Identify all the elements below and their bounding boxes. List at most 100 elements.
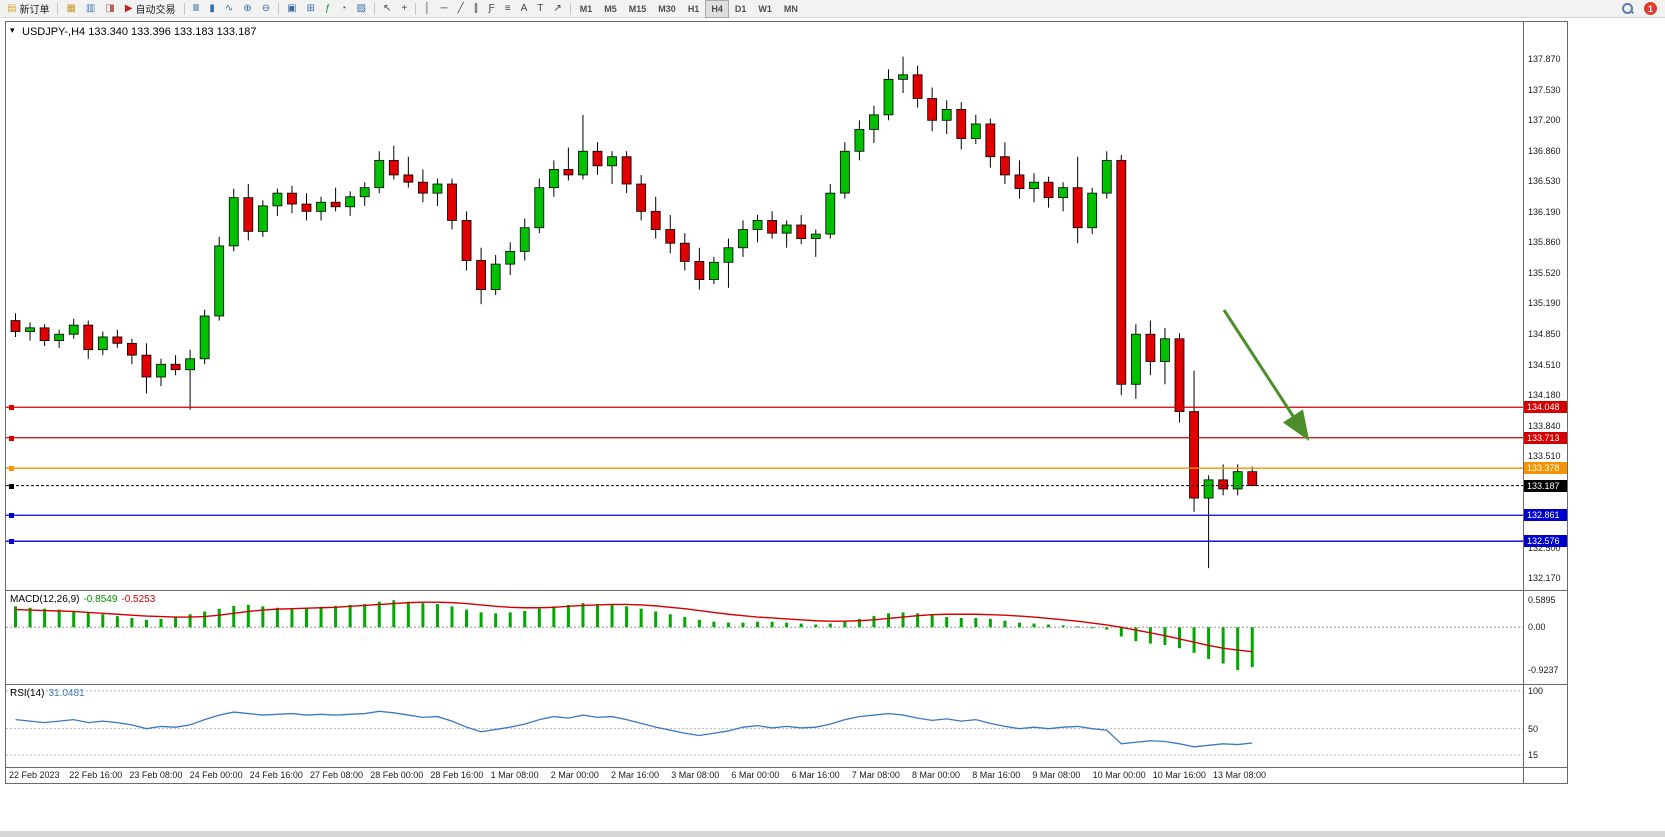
crosshair-button[interactable]: + <box>396 0 412 18</box>
toolbar-separator <box>57 2 59 15</box>
time-axis-label: 22 Feb 2023 <box>9 770 60 780</box>
line-chart-button[interactable]: ∿ <box>220 0 238 18</box>
levels-icon: ≡ <box>504 2 511 14</box>
timeframe-h4-button[interactable]: H4 <box>705 0 729 18</box>
search-icon[interactable] <box>1622 2 1634 15</box>
level-line-handle[interactable] <box>9 539 14 545</box>
price-level-badge: 133.713 <box>1524 431 1567 444</box>
price-level-badge: 132.861 <box>1524 509 1567 522</box>
toolbar-separator <box>569 2 571 15</box>
price-chart[interactable] <box>6 22 1523 590</box>
line-chart-icon: ∿ <box>224 2 234 14</box>
navigator-button[interactable]: ◨ <box>100 0 119 18</box>
level-line-handle[interactable] <box>9 513 14 519</box>
arrows-icon: ↗ <box>553 2 562 14</box>
crosshair-icon: + <box>401 2 408 14</box>
indicators-button[interactable]: ƒ <box>320 0 336 18</box>
rsi-chart[interactable] <box>6 685 1523 767</box>
time-axis-label: 9 Mar 08:00 <box>1032 770 1081 780</box>
vertical-line-button[interactable]: │ <box>419 0 435 18</box>
timeframe-m1-button-label: M1 <box>579 3 593 14</box>
time-axis-label: 1 Mar 08:00 <box>490 770 539 780</box>
timeframe-m30-button[interactable]: M30 <box>652 0 682 18</box>
timeframe-m5-button[interactable]: M5 <box>598 0 623 18</box>
chart-window: ▾ USDJPY-,H4 133.340 133.396 133.183 133… <box>5 21 1568 784</box>
levels-button[interactable]: ≡ <box>500 0 516 18</box>
equidistant-channel-icon: ∥ <box>473 2 479 14</box>
candles-layer <box>10 56 1258 569</box>
pane-separator-macd[interactable] <box>6 590 1567 591</box>
timeframe-m15-button[interactable]: M15 <box>623 0 653 18</box>
indicators-icon: ƒ <box>324 2 331 14</box>
level-line-handle[interactable] <box>9 466 14 472</box>
price-axis-label: 133.510 <box>1528 451 1561 462</box>
time-axis-label: 22 Feb 16:00 <box>69 770 123 780</box>
time-axis-label: 13 Mar 08:00 <box>1213 770 1267 780</box>
chart-plot-area[interactable]: ▾ USDJPY-,H4 133.340 133.396 133.183 133… <box>6 22 1523 783</box>
auto-trading-button[interactable]: ▶ 自动交易 <box>120 0 181 18</box>
new-order-button[interactable]: ▤ 新订单 <box>2 0 54 18</box>
macd-chart[interactable] <box>6 591 1523 684</box>
market-watch-button[interactable]: ▦ <box>61 0 80 18</box>
one-click-trading-toggle[interactable]: ▾ <box>10 25 15 35</box>
time-axis-label: 28 Feb 16:00 <box>430 770 484 780</box>
fibonacci-button[interactable]: Ƒ <box>484 0 500 18</box>
time-axis-label: 28 Feb 00:00 <box>370 770 424 780</box>
level-line-handle[interactable] <box>9 405 14 411</box>
vertical-line-icon: │ <box>424 2 431 14</box>
timeframe-h1-button[interactable]: H1 <box>682 0 706 18</box>
time-axis-label: 27 Feb 08:00 <box>310 770 364 780</box>
trendline-button[interactable]: ╱ <box>453 0 469 18</box>
timeframe-h1-button-label: H1 <box>687 3 700 14</box>
zoom-out-icon: ⊖ <box>261 2 271 14</box>
arrows-button[interactable]: ↗ <box>548 0 566 18</box>
level-line-handle[interactable] <box>9 483 14 489</box>
tile-windows-button[interactable]: ▣ <box>282 0 301 18</box>
equidistant-channel-button[interactable]: ∥ <box>469 0 484 18</box>
pane-separator-axis <box>6 767 1567 768</box>
trend-arrow-annotation[interactable] <box>1222 309 1310 442</box>
price-level-badge: 133.378 <box>1524 462 1567 475</box>
cascade-windows-icon: ⊞ <box>306 2 315 14</box>
horizontal-line-button[interactable]: ─ <box>436 0 453 18</box>
zoom-out-button[interactable]: ⊖ <box>257 0 275 18</box>
rsi-value: 31.0481 <box>48 688 85 699</box>
toolbar-separator <box>374 2 376 15</box>
rsi-line <box>15 710 1253 748</box>
timeframe-mn-button[interactable]: MN <box>778 0 804 18</box>
label-icon: T <box>537 2 544 14</box>
label-button[interactable]: T <box>532 0 548 18</box>
time-axis[interactable]: 22 Feb 2023 22 Feb 16:00 23 Feb 08:00 24 Fe… <box>6 768 1523 783</box>
cursor-button[interactable]: ↖ <box>378 0 396 18</box>
candlestick-chart-button[interactable]: ▮ <box>204 0 220 18</box>
price-axis-label: 134.850 <box>1528 329 1561 340</box>
tile-windows-icon: ▣ <box>287 2 297 14</box>
zoom-in-button[interactable]: ⊕ <box>238 0 256 18</box>
timeframe-m1-button[interactable]: M1 <box>574 0 599 18</box>
macd-signal-line <box>15 601 1253 653</box>
bar-chart-button[interactable]: Ⅲ <box>188 0 205 18</box>
data-window-button[interactable]: ▥ <box>81 0 100 18</box>
pane-separator-rsi[interactable] <box>6 684 1567 685</box>
new-order-icon: ▤ <box>7 2 17 14</box>
data-window-icon: ▥ <box>85 2 96 14</box>
price-axis-label: 137.200 <box>1528 115 1561 126</box>
time-axis-label: 6 Mar 00:00 <box>731 770 780 780</box>
macd-axis-label: 0.5895 <box>1528 594 1556 605</box>
cascade-windows-button[interactable]: ⊞ <box>302 0 320 18</box>
timeframe-w1-button-label: W1 <box>758 3 772 14</box>
toolbar-separator <box>278 2 280 15</box>
time-axis-label: 7 Mar 08:00 <box>851 770 900 780</box>
rsi-axis-label: 100 <box>1528 685 1544 696</box>
bar-chart-icon: Ⅲ <box>192 2 200 14</box>
text-button[interactable]: A <box>516 0 533 18</box>
level-line-handle[interactable] <box>9 435 14 441</box>
timeframe-w1-button[interactable]: W1 <box>752 0 778 18</box>
notification-badge[interactable]: 1 <box>1644 2 1657 15</box>
price-scale[interactable]: 137.870 137.530 137.200 136.860 136.530 136.1… <box>9 22 1567 783</box>
macd-value-signal: -0.5253 <box>121 594 156 605</box>
periods-button[interactable]: ◔ <box>336 0 352 18</box>
templates-button[interactable]: ▨ <box>352 0 371 18</box>
timeframe-h4-button-label: H4 <box>711 3 723 14</box>
timeframe-d1-button[interactable]: D1 <box>729 0 753 18</box>
